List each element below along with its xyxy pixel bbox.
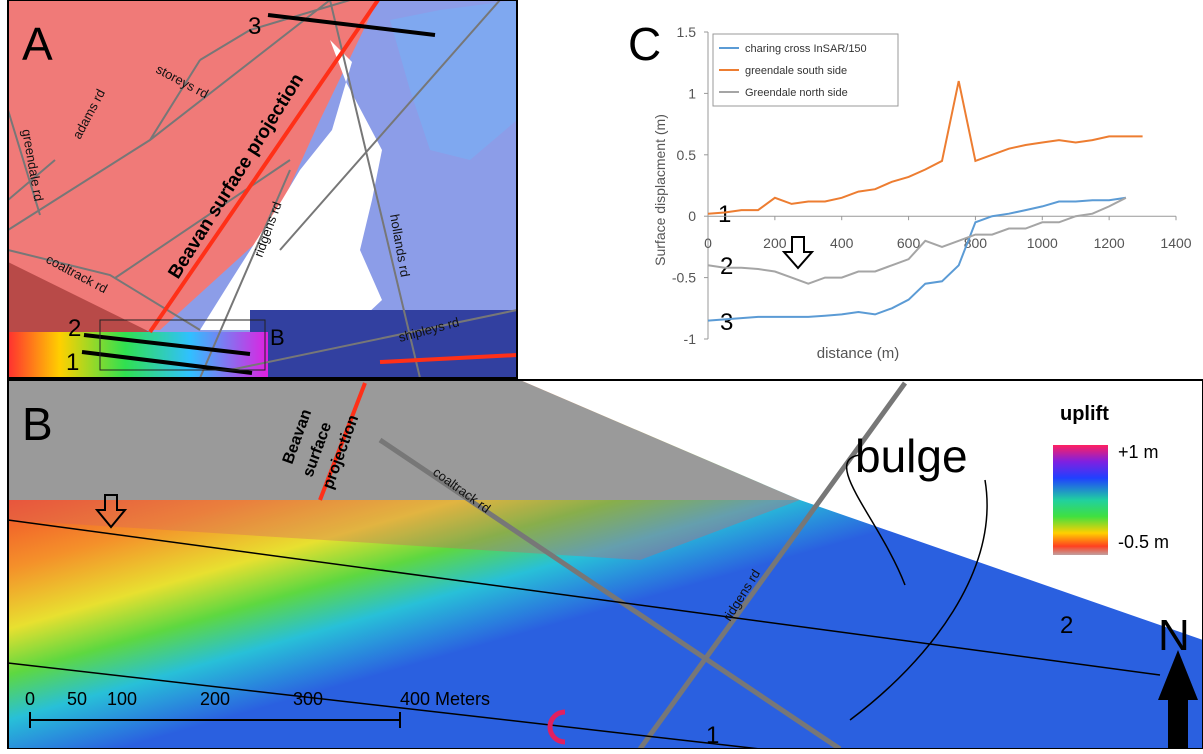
- x-tick-label: 400: [830, 235, 854, 251]
- y-tick-label: -0.5: [672, 270, 696, 286]
- figure: A greendale rd adams rd storeys rd coalt…: [0, 0, 1203, 749]
- panel-label: C: [628, 18, 661, 70]
- annotation: 3: [720, 309, 733, 336]
- y-axis-title: Surface displacment (m): [652, 114, 668, 266]
- x-tick-label: 0: [704, 235, 712, 251]
- scale-label: 400 Meters: [400, 689, 490, 709]
- scale-label: 100: [107, 689, 137, 709]
- scale-label: 0: [25, 689, 35, 709]
- y-tick-label: 0: [688, 208, 696, 224]
- y-tick-label: -1: [684, 331, 697, 347]
- x-tick-label: 1400: [1160, 235, 1191, 251]
- y-tick-label: 1: [688, 85, 696, 101]
- inset-label: B: [270, 325, 285, 350]
- y-tick-label: 0.5: [677, 147, 697, 163]
- legend-label: charing cross InSAR/150: [745, 43, 867, 55]
- legend-title: uplift: [1060, 403, 1109, 425]
- legend-label: Greendale north side: [745, 87, 848, 99]
- x-tick-label: 200: [763, 235, 787, 251]
- profile-label: 3: [248, 13, 261, 40]
- annotation: 1: [718, 201, 731, 228]
- profile-label: 2: [1060, 612, 1073, 639]
- legend-label: -0.5 m: [1118, 532, 1169, 552]
- x-tick-label: 1200: [1094, 235, 1125, 251]
- profile-label: 1: [706, 722, 719, 749]
- x-axis-title: distance (m): [817, 345, 900, 362]
- legend-label: greendale south side: [745, 65, 847, 77]
- y-tick-label: 1.5: [677, 24, 697, 40]
- profile-label: 1: [66, 349, 79, 376]
- scale-label: 50: [67, 689, 87, 709]
- panel-label: A: [22, 18, 53, 70]
- panel-label: B: [22, 398, 53, 450]
- panel-b: B Beavan surface projection coaltrack rd…: [8, 380, 1203, 749]
- scale-label: 300: [293, 689, 323, 709]
- scale-label: 200: [200, 689, 230, 709]
- profile-label: 2: [68, 315, 81, 342]
- annotation: bulge: [855, 430, 968, 482]
- panel-a: A greendale rd adams rd storeys rd coalt…: [8, 0, 517, 378]
- legend-label: +1 m: [1118, 442, 1159, 462]
- x-tick-label: 1000: [1027, 235, 1058, 251]
- north-label: N: [1158, 611, 1190, 660]
